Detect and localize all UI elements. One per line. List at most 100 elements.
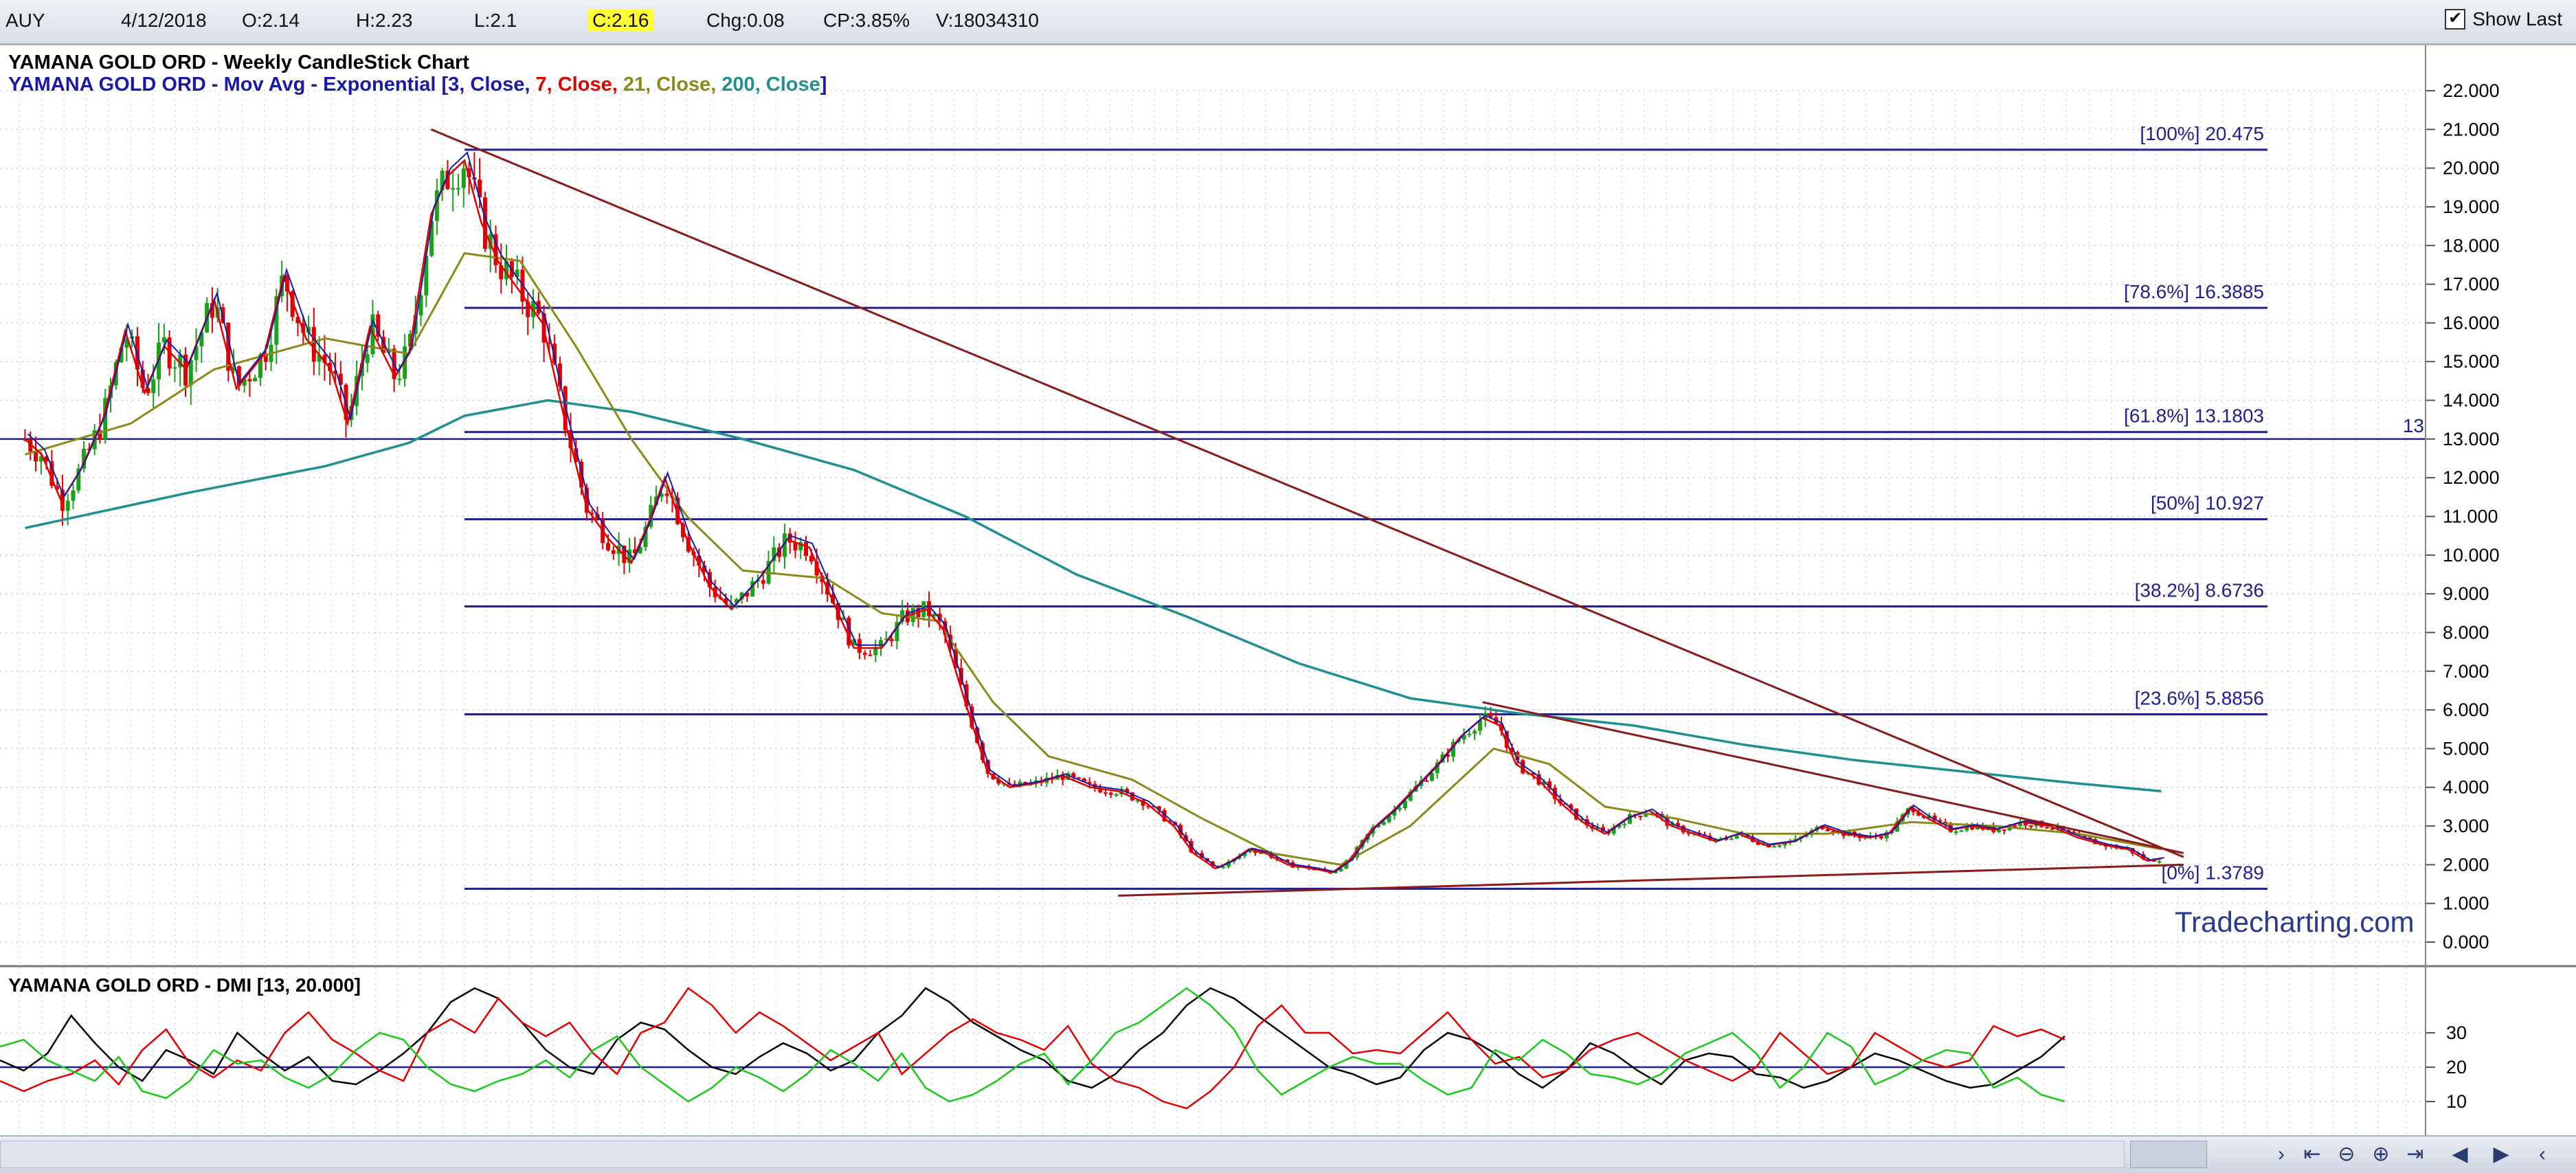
candle-body [579,461,584,488]
candle-body [301,323,306,333]
candle-body [1510,748,1514,752]
show-last-checkbox[interactable]: ✔ [2445,9,2466,30]
pan-left-icon[interactable]: ◀ [2452,1143,2468,1165]
fib-label: [50%] 10.927 [2151,493,2264,514]
candle-body [552,344,557,364]
candle-body [34,451,38,462]
candle-body [884,638,888,640]
show-last-label: Show Last [2472,8,2562,30]
zoom-out-icon[interactable]: ⊖ [2338,1143,2355,1165]
candle-body [1997,829,2002,832]
candle-body [1644,814,1648,817]
ma-legend-7: 7, Close, [536,74,623,96]
candle-body [1574,808,1579,820]
level-label: 13 [2403,415,2424,436]
scroll-right-icon[interactable]: › [2278,1143,2285,1165]
candle-body [2002,829,2006,831]
scroll-track[interactable] [0,1141,2125,1168]
candle-body [996,779,1001,784]
candle-body [376,314,381,337]
candle-body [809,555,814,562]
scroll-bar[interactable]: › ⇤ ⊖ ⊕ ⇥ ◀ ▶ ‹ [0,1135,2576,1173]
candle-body [1082,778,1086,782]
candle-body [1569,804,1573,809]
candle-body [1686,832,1691,834]
candle-body [82,449,87,469]
candle-body [1825,829,1830,831]
candle-body [44,456,49,462]
candle-body [253,378,258,381]
candle-body [333,370,337,374]
candle-body [338,373,343,385]
ma3-line [27,151,2164,873]
candle-body [1066,773,1071,780]
candle-body [2157,861,2162,863]
ma-legend-suffix: ] [820,74,827,96]
candle-body [611,550,616,555]
candle-body [504,261,509,280]
candle-body [1077,777,1082,779]
candle-body [295,317,300,324]
candle-body [418,295,423,316]
candle-body [1108,792,1113,795]
candle-body [1959,830,1964,832]
candle-body [28,439,33,452]
candle-body [921,601,926,617]
pan-end-icon[interactable]: ⇥ [2406,1143,2424,1165]
candle-body [1665,816,1670,826]
zoom-in-icon[interactable]: ⊕ [2372,1143,2390,1165]
candle-body [1938,820,1942,822]
dmi-y-tick-label: 20 [2446,1057,2467,1077]
show-last-toggle[interactable]: ✔ Show Last [2445,8,2562,30]
fib-label: [61.8%] 13.1803 [2124,405,2264,427]
candle-body [895,622,899,641]
candle-body [1451,741,1456,757]
watermark: Tradecharting.com [2175,906,2415,938]
candle-body [1777,845,1782,847]
candle-body [1253,850,1257,853]
candle-body [1916,812,1921,816]
candle-body [1398,808,1402,810]
y-tick-label: 17.000 [2443,274,2500,295]
candle-body [1461,735,1466,740]
pan-start-icon[interactable]: ⇤ [2303,1143,2321,1165]
candle-body [55,486,60,490]
y-tick-label: 14.000 [2443,390,2500,411]
quote-header: AUY 4/12/2018 O:2.14 H:2.23 L:2.1 C:2.16… [0,0,2576,45]
candle-body [643,526,648,548]
candle-body [407,334,412,347]
candle-body [782,533,787,557]
chart-area[interactable]: [100%] 20.475 [78.6%] 16.3885 [61.8%] 13.1… [0,45,2576,1172]
candle-body [188,360,193,386]
change-percent: CP:3.85% [823,10,910,31]
y-tick-label: 6.000 [2443,700,2489,720]
candle-body [258,354,262,379]
fib-label: [78.6%] 16.3885 [2124,281,2264,302]
candle-body [675,498,680,524]
candle-body [2151,860,2156,862]
candle-body [2130,848,2135,853]
candle-body [1970,826,1975,829]
candle-body [868,654,873,656]
y-tick-label: 0.000 [2443,932,2489,952]
candle-body [1285,859,1290,862]
candle-body [1724,838,1729,840]
candle-body [1542,781,1547,785]
dmi-series-line [0,987,2065,1110]
candle-body [595,514,600,520]
ma200-line [25,399,2162,793]
candle-body [2013,825,2017,827]
candle-body [1521,760,1525,774]
scroll-thumb[interactable] [2130,1141,2207,1168]
candle-body [847,617,851,646]
candle-body [632,549,637,554]
pan-right-icon[interactable]: ▶ [2493,1143,2509,1165]
candle-body [478,179,482,198]
scroll-left-icon[interactable]: ‹ [2539,1143,2546,1165]
candle-body [1087,781,1092,784]
candle-body [1782,842,1787,846]
candle-body [1611,827,1616,834]
candle-body [1467,733,1472,735]
candle-body [499,265,504,280]
candle-body [734,599,739,603]
